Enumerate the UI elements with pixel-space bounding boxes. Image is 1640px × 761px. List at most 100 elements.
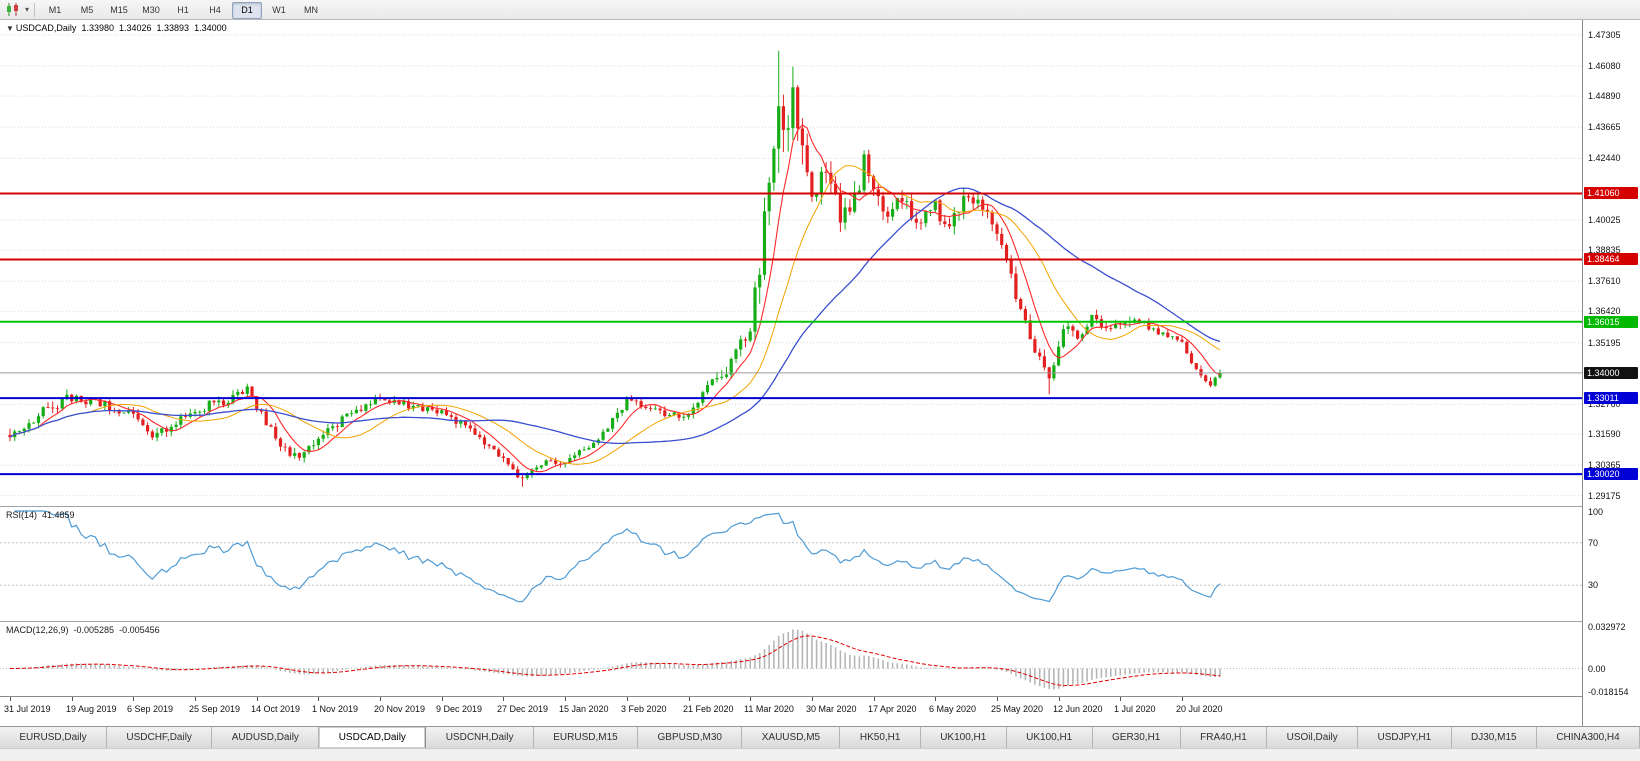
date-label: 27 Dec 2019: [497, 704, 549, 714]
date-label: 25 May 2020: [991, 704, 1044, 714]
time-axis-tick: [565, 697, 566, 701]
price-axis-label: 1.46080: [1588, 61, 1621, 71]
timeframe-button-m30[interactable]: M30: [142, 5, 160, 16]
date-label: 21 Feb 2020: [683, 704, 734, 714]
date-label: 6 Sep 2019: [127, 704, 174, 714]
pane-splitter-macd[interactable]: [0, 621, 1640, 622]
timeframe-button-m1[interactable]: M1: [48, 5, 62, 16]
date-label: 3 Feb 2020: [621, 704, 667, 714]
price-axis-label: 1.43665: [1588, 122, 1621, 132]
timeframe-button-h4[interactable]: H4: [209, 5, 221, 16]
quote-low: 1.33893: [156, 23, 190, 33]
chart-tab-hk50-h1[interactable]: HK50,H1: [840, 727, 921, 748]
timeframe-button-h1[interactable]: H1: [177, 5, 189, 16]
time-axis-tick: [1120, 697, 1121, 701]
time-axis-tick: [503, 697, 504, 701]
price-chart-pane[interactable]: [0, 20, 1582, 506]
time-axis-tick: [1059, 697, 1060, 701]
chart-tab-usdcad-daily[interactable]: USDCAD,Daily: [319, 727, 427, 748]
pane-splitter-rsi[interactable]: [0, 506, 1640, 507]
date-label: 19 Aug 2019: [66, 704, 117, 714]
rsi-indicator-pane[interactable]: [0, 507, 1582, 621]
rsi-axis-label: 100: [1588, 507, 1604, 517]
chart-tab-eurusd-m15[interactable]: EURUSD,M15: [533, 727, 639, 748]
rsi-axis-label: 70: [1588, 538, 1599, 548]
chart-tab-audusd-daily[interactable]: AUDUSD,Daily: [212, 727, 320, 748]
price-level-badge-1.38464: 1.38464: [1584, 253, 1638, 265]
time-axis-tick: [133, 697, 134, 701]
price-axis-label: 1.31590: [1588, 429, 1621, 439]
chart-tab-uk100-h1[interactable]: UK100,H1: [1006, 727, 1093, 748]
timeframe-button-m5[interactable]: M5: [80, 5, 94, 16]
chart-tab-dj30-m15[interactable]: DJ30,M15: [1451, 727, 1537, 748]
date-label: 20 Jul 2020: [1176, 704, 1223, 714]
price-level-badge-1.30020: 1.30020: [1584, 468, 1638, 480]
time-axis-tick: [689, 697, 690, 701]
chart-tab-fra40-h1[interactable]: FRA40,H1: [1180, 727, 1268, 748]
macd-indicator-pane[interactable]: [0, 622, 1582, 696]
price-level-badge-1.34000: 1.34000: [1584, 367, 1638, 379]
chart-tab-gbpusd-m30[interactable]: GBPUSD,M30: [638, 727, 743, 748]
date-label: 25 Sep 2019: [189, 704, 241, 714]
price-axis-label: 1.36420: [1588, 306, 1621, 316]
timeframe-toolbar: ▾ M1 M5 M15 M30 H1 H4 D1 W1 MN: [0, 0, 1640, 20]
price-axis-label: 1.37610: [1588, 276, 1621, 286]
quote-close: 1.34000: [194, 23, 227, 33]
date-label: 11 Mar 2020: [744, 704, 794, 714]
date-label: 6 May 2020: [929, 704, 977, 714]
date-label: 17 Apr 2020: [868, 704, 917, 714]
chart-tab-usdchf-daily[interactable]: USDCHF,Daily: [107, 727, 213, 748]
date-label: 1 Nov 2019: [312, 704, 359, 714]
timeframe-buttons: M1 M5 M15 M30 H1 H4 D1 W1 MN: [40, 0, 328, 19]
chart-tab-usdcnh-daily[interactable]: USDCNH,Daily: [426, 727, 534, 748]
price-axis-label: 1.40025: [1588, 215, 1621, 225]
macd-label: MACD(12,26,9) -0.005285 -0.005456: [6, 625, 165, 635]
chart-tab-usdjpy-h1[interactable]: USDJPY,H1: [1358, 727, 1452, 748]
rsi-value: 41.4859: [42, 510, 75, 520]
price-axis-label: 1.42440: [1588, 153, 1621, 163]
timeframe-button-d1[interactable]: D1: [232, 1, 263, 19]
date-label: 15 Jan 2020: [559, 704, 609, 714]
chart-tab-eurusd-daily[interactable]: EURUSD,Daily: [0, 727, 107, 748]
macd-title: MACD(12,26,9): [6, 625, 69, 635]
price-axis-label: 1.30365: [1588, 460, 1621, 470]
timeframe-button-w1[interactable]: W1: [272, 5, 286, 16]
price-axis-label: 1.47305: [1588, 30, 1621, 40]
quote-open: 1.33980: [81, 23, 114, 33]
time-axis: 31 Jul 2019 19 Aug 2019 6 Sep 2019 25 Sep 2…: [0, 696, 1582, 726]
chart-area[interactable]: ▼ USDCAD,Daily 1.33980 1.34026 1.33893 1.3400…: [0, 20, 1640, 726]
timeframe-button-m15[interactable]: M15: [110, 5, 128, 16]
price-level-badge-1.33011: 1.33011: [1584, 392, 1638, 404]
time-axis-tick: [1182, 697, 1183, 701]
macd-signal-value: -0.005456: [119, 625, 160, 635]
chart-tab-xauusd-m5[interactable]: XAUUSD,M5: [742, 727, 841, 748]
time-axis-tick: [257, 697, 258, 701]
status-strip: [0, 748, 1640, 761]
price-axis: 1.47305 1.46080 1.44890 1.43665 1.42440 1.400…: [1582, 20, 1640, 726]
chevron-down-icon[interactable]: ▾: [25, 5, 30, 14]
rsi-axis-label: 30: [1588, 580, 1599, 590]
time-axis-tick: [72, 697, 73, 701]
date-label: 30 Mar 2020: [806, 704, 857, 714]
price-axis-label: 1.38835: [1588, 245, 1621, 255]
chart-tab-usoil-daily[interactable]: USOil,Daily: [1267, 727, 1359, 748]
quote-high: 1.34026: [118, 23, 152, 33]
time-axis-tick: [195, 697, 196, 701]
time-axis-tick: [627, 697, 628, 701]
rsi-label: RSI(14) 41.4859: [6, 510, 80, 520]
time-axis-tick: [874, 697, 875, 701]
chart-tab-uk100-h1[interactable]: UK100,H1: [920, 727, 1007, 748]
date-label: 31 Jul 2019: [4, 704, 51, 714]
chart-tab-ger30-h1[interactable]: GER30,H1: [1092, 727, 1181, 748]
date-label: 14 Oct 2019: [251, 704, 301, 714]
symbol-name: USDCAD,Daily: [15, 23, 77, 33]
chart-tab-bar: EURUSD,Daily USDCHF,Daily AUDUSD,Daily USDC…: [0, 726, 1640, 748]
chart-tab-china300-h4[interactable]: CHINA300,H4: [1536, 727, 1640, 748]
price-axis-label: 1.44890: [1588, 91, 1621, 101]
candlestick-chart-icon[interactable]: [3, 2, 23, 18]
time-axis-tick: [935, 697, 936, 701]
time-axis-tick: [812, 697, 813, 701]
time-axis-tick: [10, 697, 11, 701]
timeframe-button-mn[interactable]: MN: [304, 5, 319, 16]
date-label: 1 Jul 2020: [1114, 704, 1156, 714]
